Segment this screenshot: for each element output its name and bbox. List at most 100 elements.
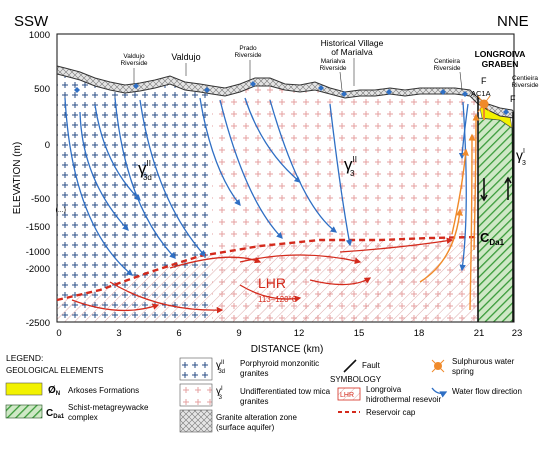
legend-schist-label: Schist-metagreywacke complex (68, 403, 149, 422)
legend-porph-label: Porphyroid monzonitic granites (240, 359, 319, 378)
leader-line (459, 71, 463, 91)
river-marker (386, 89, 392, 95)
flow-arrow-orange (472, 113, 480, 251)
flow-arrow-red (169, 256, 262, 269)
flow-arrow-red (239, 284, 302, 303)
river-marker (440, 89, 446, 95)
label-gamma-3d: γII 3d (138, 159, 152, 182)
reservoir-cap-line (56, 235, 477, 302)
legend-arkoses-swatch (5, 382, 43, 396)
legend-arkoses-symbol: ØN (48, 385, 60, 397)
legend-fault-label: Fault (362, 361, 381, 370)
label-well-ac1a: AC1A (471, 89, 491, 98)
place-labels: Valdujo Riverside Valdujo Prado Riverside … (120, 38, 539, 91)
legend-fault-icon (343, 359, 357, 373)
x-axis: 0 3 6 9 12 15 18 21 23 DISTANCE (km) (56, 328, 522, 355)
schist-complex-zone (477, 117, 515, 323)
legend-schist-swatch (5, 404, 43, 419)
legend-undiff-swatch (179, 383, 213, 407)
river-marker (74, 87, 80, 93)
flow-arrow-blue (199, 97, 241, 207)
legend-water-flow-icon (431, 387, 448, 398)
x-tick-label: 6 (176, 328, 181, 339)
fault-motion-arrow-left (480, 178, 488, 202)
label-centieira-riverside-left: Centieira Riverside (433, 58, 460, 72)
flow-arrow-blue (329, 103, 353, 247)
x-axis-label: DISTANCE (km) (251, 344, 324, 355)
flow-arrow-orange (451, 148, 469, 235)
flow-arrow-red (239, 254, 362, 264)
legend-porph-swatch (179, 357, 213, 381)
x-tick-label: 18 (414, 328, 425, 339)
label-lhr-temp: 113–120°C (258, 295, 298, 304)
flow-arrow-red (309, 277, 372, 286)
legend-lhr-desc: Longroiva hidrothermal resevoir (366, 385, 441, 404)
y-tick-label: 500 (34, 84, 50, 95)
legend-symbology-title: SYMBOLOGY (330, 375, 382, 384)
flow-arrow-blue (219, 99, 283, 239)
y-axis-label: ELEVATION (m) (12, 142, 23, 214)
flow-arrow-blue (94, 104, 141, 201)
fault-motion-arrow-right (504, 176, 512, 200)
lhr-reservoir-zone (57, 237, 478, 322)
y-tick-label: -2000 (26, 264, 50, 275)
legend-undiff-symbol: γI 3 (216, 386, 223, 401)
river-marker (204, 87, 210, 93)
spring-rays-icon (477, 95, 491, 113)
orange-flow-arrows (419, 113, 480, 311)
flow-arrow-blue (269, 99, 338, 233)
legend-geo-title: GEOLOGICAL ELEMENTS (6, 366, 104, 375)
blue-flow-arrows (64, 97, 469, 276)
flow-arrow-blue (458, 103, 469, 160)
direction-left: SSW (14, 13, 49, 30)
flow-arrow-orange (419, 208, 463, 283)
legend-alteration-label: Granite alteration zone (surface aquifer) (216, 413, 297, 432)
x-tick-label: 9 (236, 328, 241, 339)
label-valdujo: Valdujo (171, 52, 200, 62)
faults (477, 96, 514, 322)
legend-water-flow-label: Water flow direction (452, 387, 522, 396)
legend-lhr-swatch (337, 387, 361, 401)
y-tick-label: -2500 (26, 318, 50, 329)
x-tick-label: 3 (116, 328, 121, 339)
legend-title: LEGEND: (6, 353, 43, 363)
unit-labels: γII 3d γII 3 γI 3 F F AC1A CDa1 LHR 113–120… (138, 76, 526, 304)
well-ac1a (477, 95, 491, 120)
flow-arrow-blue (114, 97, 176, 259)
red-flow-arrows (71, 237, 454, 314)
river-marker (133, 83, 139, 89)
flow-arrow-red (109, 281, 224, 314)
legend-porph-symbol: γII 3d (216, 360, 225, 375)
leader-line (339, 71, 343, 91)
label-prado-riverside: Prado Riverside (234, 45, 261, 59)
legend: LEGEND: GEOLOGICAL ELEMENTS ØN Arkoses F… (5, 353, 522, 433)
label-centieira-riverside-right: Centieira Riverside (511, 75, 538, 89)
river-marker (462, 91, 468, 97)
river-marker (250, 81, 256, 87)
flow-arrow-red (71, 299, 160, 312)
direction-right: NNE (497, 13, 529, 30)
legend-spring-rays-icon (431, 359, 445, 373)
legend-lhr-box-label: LHR (340, 392, 354, 399)
river-marker (318, 85, 324, 91)
flow-arrow-blue (244, 97, 301, 183)
y-tick-label: 0 (45, 140, 50, 151)
flow-arrow-blue (459, 101, 467, 272)
label-cda1: CDa1 (480, 230, 505, 247)
label-marialva-riverside: Marialva Riverside (319, 58, 346, 72)
flow-arrow-blue (139, 99, 206, 257)
y-axis: 1000 500 0 -500 -1000 -1500 -2000 -2500 … (12, 30, 66, 329)
y-tick-label: 1000 (29, 30, 50, 41)
x-tick-label: 23 (512, 328, 523, 339)
label-lhr: LHR (258, 275, 286, 291)
label-gamma-3-undiff: γII 3 (344, 155, 357, 178)
river-marker (341, 91, 347, 97)
flow-arrow-blue (79, 111, 129, 231)
label-fault-f2: F (510, 94, 516, 104)
y-tick-label: -500 (31, 194, 50, 205)
legend-undiff-label: Undifferentiated tow mica granites (240, 387, 331, 406)
legend-reservoir-cap-label: Reservoir cap (366, 408, 416, 417)
y-tick-label: -1000 (26, 247, 50, 258)
legend-alteration-swatch (179, 409, 213, 433)
